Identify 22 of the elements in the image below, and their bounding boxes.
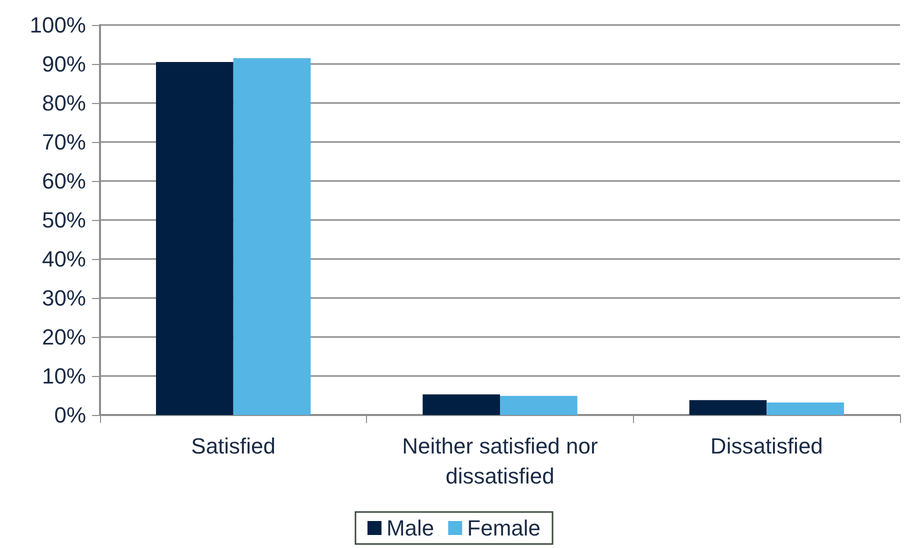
bar xyxy=(156,62,234,415)
y-tick-label: 50% xyxy=(42,208,86,232)
bar xyxy=(766,402,844,415)
y-tick-label: 0% xyxy=(54,402,86,428)
x-tick-label: Satisfied xyxy=(191,434,276,458)
y-tick-label: 10% xyxy=(42,364,86,388)
bar xyxy=(422,394,500,415)
y-tick-label: 40% xyxy=(42,246,86,272)
y-tick-label: 90% xyxy=(42,52,86,76)
y-tick-label: 80% xyxy=(42,90,86,116)
bar xyxy=(500,396,578,415)
bar xyxy=(233,58,311,415)
y-tick-label: 30% xyxy=(42,286,86,310)
x-tick-label: Dissatisfied xyxy=(710,434,823,458)
y-tick-label: 20% xyxy=(42,324,86,350)
x-tick-label: Neither satisfied nor dissatisfied xyxy=(402,434,598,488)
bar xyxy=(689,400,767,415)
y-tick-label: 70% xyxy=(42,130,86,154)
y-tick-label: 60% xyxy=(42,168,86,194)
y-tick-label: 100% xyxy=(30,12,86,38)
legend-label: Male xyxy=(386,516,434,540)
legend-label: Female xyxy=(467,516,541,540)
